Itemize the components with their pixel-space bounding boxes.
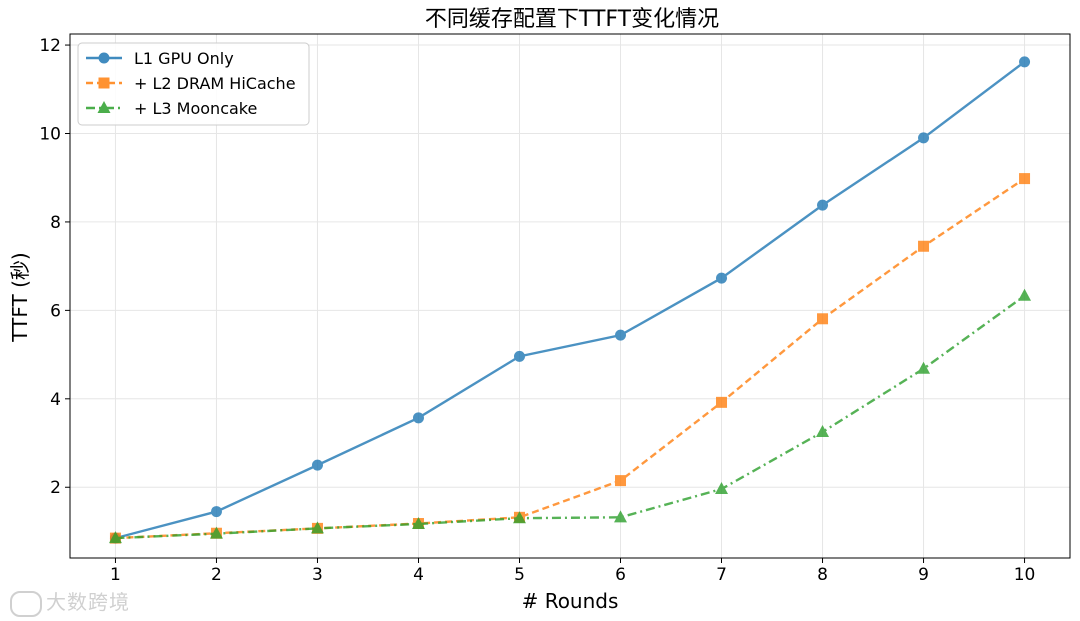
series-line [115, 294, 1026, 540]
data-point [615, 329, 627, 341]
data-point [716, 272, 728, 284]
watermark-logo-icon [10, 590, 42, 617]
legend-item [86, 77, 122, 89]
legend: L1 GPU Only + L2 DRAM HiCache + L3 Mooncak… [77, 42, 310, 126]
y-tick-label: 2 [50, 478, 61, 498]
data-point [311, 459, 323, 471]
x-tick-label: 1 [110, 565, 121, 585]
data-point [310, 521, 324, 534]
legend-item [86, 52, 122, 64]
data-point [817, 199, 829, 211]
data-point [513, 350, 525, 362]
data-point [1018, 288, 1032, 301]
series-1 [109, 56, 1031, 544]
x-tick-label: 4 [413, 565, 424, 585]
legend-marker [98, 52, 110, 64]
legend-marker [97, 101, 111, 113]
data-point [716, 396, 728, 408]
legend-marker [98, 77, 110, 89]
legend-label: + L2 DRAM HiCache [134, 74, 296, 93]
data-point [917, 361, 931, 374]
x-tick-label: 3 [312, 565, 323, 585]
y-tick-label: 8 [50, 213, 61, 233]
y-tick-label: 10 [39, 124, 61, 144]
x-tick-label: 9 [918, 565, 929, 585]
data-point [918, 240, 930, 252]
series-line [115, 60, 1026, 540]
y-axis-label: TTFT (秒) [8, 252, 32, 342]
data-point [210, 506, 222, 518]
x-tick-label: 5 [514, 565, 525, 585]
x-tick-label: 10 [1014, 565, 1036, 585]
y-tick-label: 12 [39, 36, 61, 56]
series-line [115, 177, 1026, 540]
chart-title: 不同缓存配置下TTFT变化情况 [425, 7, 719, 32]
data-point [715, 482, 729, 495]
data-point [209, 526, 223, 539]
y-axis: 2 4 6 8 10 12 [39, 36, 70, 498]
data-point [1019, 173, 1031, 185]
x-axis: 1 2 3 4 5 6 7 8 9 10 [110, 558, 1035, 585]
data-point [512, 511, 526, 524]
data-point [614, 510, 628, 523]
x-tick-label: 8 [817, 565, 828, 585]
data-point [1019, 56, 1031, 68]
legend-label: + L3 Mooncake [134, 99, 257, 118]
watermark: 大数跨境 [10, 586, 130, 617]
series-layer [108, 56, 1032, 544]
x-tick-label: 6 [615, 565, 626, 585]
legend-box [77, 42, 310, 126]
data-point [411, 516, 425, 529]
data-point [412, 412, 424, 424]
data-point [817, 313, 829, 325]
data-point [108, 531, 122, 544]
watermark-text: 大数跨境 [46, 590, 130, 614]
x-tick-label: 2 [211, 565, 222, 585]
x-axis-label: # Rounds [522, 589, 619, 613]
data-point [918, 132, 930, 144]
series-3 [108, 288, 1032, 544]
legend-item [86, 101, 122, 113]
series-2 [109, 173, 1031, 544]
data-point [615, 475, 627, 487]
y-tick-label: 4 [50, 390, 61, 410]
plot-frame [69, 33, 1071, 559]
grid-layer [70, 34, 1070, 558]
data-point [816, 424, 830, 437]
legend-label: L1 GPU Only [134, 49, 234, 68]
y-tick-label: 6 [50, 301, 61, 321]
x-tick-label: 7 [716, 565, 727, 585]
